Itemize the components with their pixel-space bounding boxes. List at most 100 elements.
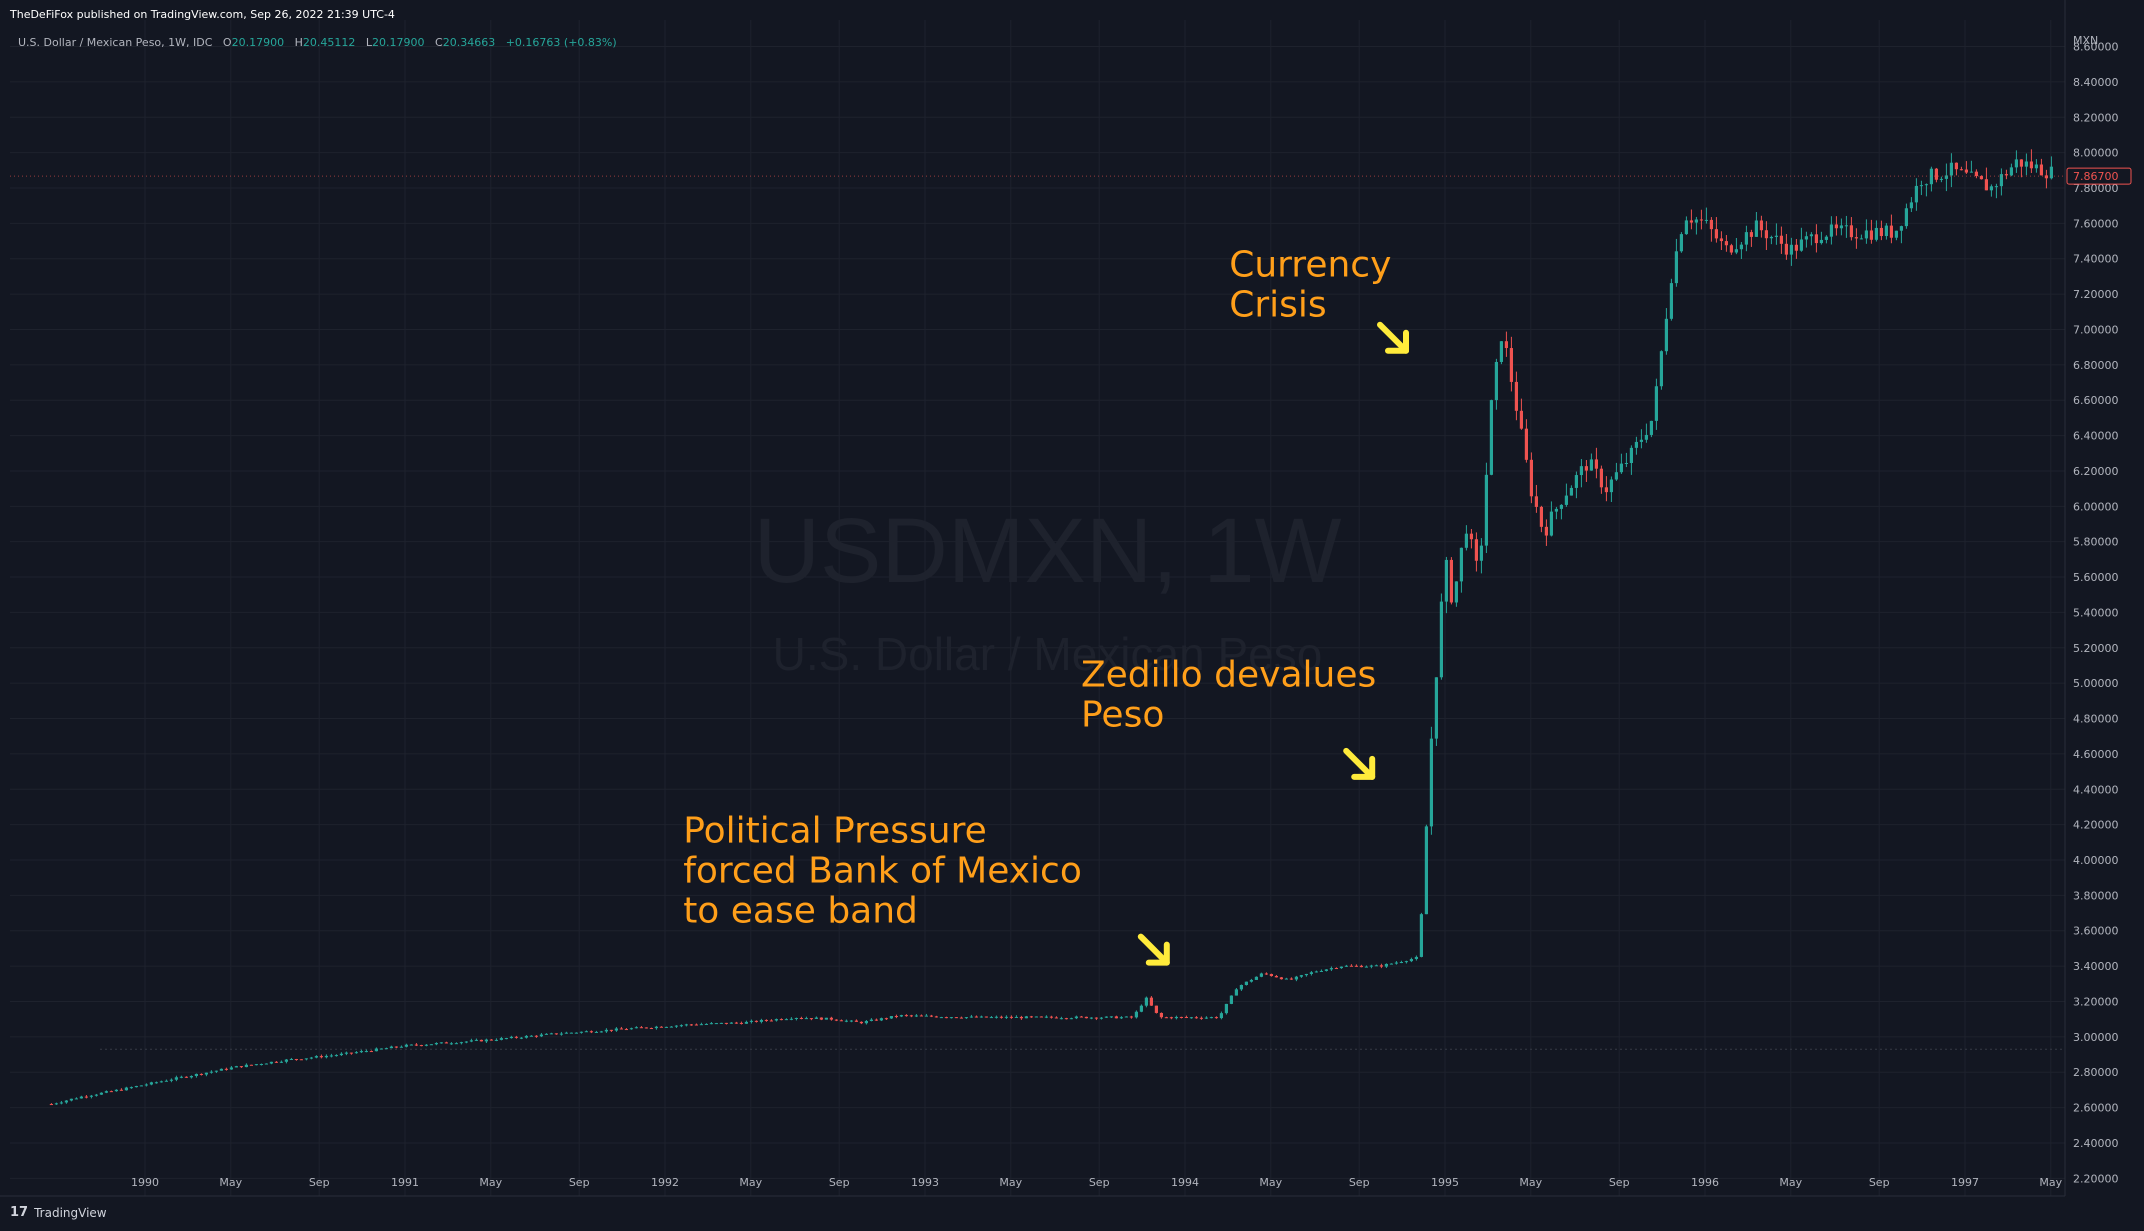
candle-body: [544, 1033, 548, 1035]
candle-body: [144, 1084, 148, 1086]
candle-body: [664, 1026, 668, 1028]
candle-body: [1774, 235, 1778, 237]
candle-body: [1419, 914, 1423, 957]
candle-body: [1784, 243, 1788, 255]
candle-body: [1454, 581, 1458, 603]
candle-body: [1229, 995, 1233, 1004]
candle-body: [1949, 162, 1953, 176]
candle-body: [1744, 232, 1748, 245]
time-tick-label: 1995: [1431, 1176, 1459, 1189]
candle-body: [1814, 234, 1818, 244]
candle-body: [1629, 447, 1633, 464]
arrow-head-icon: [1351, 755, 1376, 780]
candle-body: [189, 1076, 193, 1078]
candle-body: [609, 1029, 613, 1031]
candle-body: [1674, 251, 1678, 284]
time-tick-label: Sep: [1609, 1176, 1630, 1189]
price-tick-label: 6.60000: [2073, 394, 2119, 407]
price-tick-label: 4.40000: [2073, 783, 2119, 796]
candle-body: [1324, 969, 1328, 971]
candle-body: [1029, 1016, 1033, 1018]
candle-body: [2034, 164, 2038, 169]
candle-body: [754, 1020, 758, 1022]
candle-body: [94, 1094, 98, 1096]
candle-body: [1779, 235, 1783, 244]
candle-body: [759, 1019, 763, 1022]
candle-body: [489, 1039, 493, 1041]
candle-body: [654, 1026, 658, 1029]
candle-body: [344, 1052, 348, 1054]
candle-body: [829, 1017, 833, 1020]
candle-body: [2004, 174, 2008, 176]
annotation-text: forced Bank of Mexico: [683, 850, 1082, 891]
candle-body: [1554, 508, 1558, 512]
candle-body: [1204, 1017, 1208, 1019]
price-tick-label: 5.60000: [2073, 571, 2119, 584]
candle-body: [904, 1015, 908, 1017]
candle-body: [1334, 968, 1338, 970]
candle-body: [1874, 227, 1878, 240]
candle-body: [459, 1042, 463, 1044]
candle-body: [889, 1016, 893, 1019]
candle-body: [1749, 232, 1753, 237]
candle-body: [139, 1085, 143, 1087]
candle-body: [1189, 1017, 1193, 1019]
price-axis-bg[interactable]: [2065, 0, 2144, 1196]
candle-body: [884, 1018, 888, 1020]
candle-body: [604, 1029, 608, 1032]
candle-body: [589, 1031, 593, 1033]
legend-open: 20.17900: [231, 36, 285, 49]
candle-body: [709, 1023, 713, 1025]
candle-body: [1479, 545, 1483, 561]
candle-body: [1654, 386, 1658, 421]
candle-body: [874, 1019, 878, 1021]
annotation-text: Currency: [1229, 244, 1391, 285]
candle-body: [1114, 1016, 1118, 1019]
candle-body: [409, 1044, 413, 1046]
candle-body: [1219, 1013, 1223, 1019]
candle-body: [704, 1023, 708, 1025]
candle-body: [1639, 439, 1643, 442]
candle-body: [1709, 219, 1713, 230]
candle-body: [1399, 962, 1403, 964]
candle-body: [699, 1024, 703, 1026]
price-tick-label: 3.60000: [2073, 925, 2119, 938]
price-tick-label: 6.20000: [2073, 465, 2119, 478]
candle-body: [484, 1039, 488, 1042]
price-tick-label: 7.00000: [2073, 323, 2119, 336]
candle-body: [1689, 220, 1693, 223]
candle-body: [1019, 1016, 1023, 1019]
candle-body: [1499, 341, 1503, 362]
candle-body: [464, 1041, 468, 1043]
candle-body: [1234, 989, 1238, 996]
candle-body: [1474, 539, 1478, 561]
candle-body: [1329, 968, 1333, 970]
footer[interactable]: 17 TradingView: [10, 1205, 107, 1220]
candle-body: [234, 1066, 238, 1068]
time-tick-label: 1996: [1691, 1176, 1719, 1189]
candle-body: [1104, 1016, 1108, 1018]
candle-body: [2024, 161, 2028, 167]
candle-body: [1494, 361, 1498, 401]
symbol-legend: U.S. Dollar / Mexican Peso, 1W, IDC O20.…: [18, 36, 617, 49]
candle-body: [1984, 179, 1988, 191]
candle-body: [379, 1048, 383, 1050]
candle-body: [984, 1016, 988, 1018]
candle-body: [619, 1028, 623, 1030]
candle-body: [1179, 1016, 1183, 1018]
candle-body: [1534, 496, 1538, 507]
candle-body: [1959, 169, 1963, 171]
candle-body: [959, 1017, 963, 1019]
candle-body: [869, 1019, 873, 1021]
candle-body: [434, 1043, 438, 1045]
candle-body: [349, 1052, 353, 1054]
candle-body: [1164, 1017, 1168, 1019]
candle-body: [1414, 956, 1418, 960]
candle-body: [519, 1037, 523, 1039]
last-price-marker: 7.86700: [10, 167, 2132, 185]
candle-body: [1739, 244, 1743, 250]
candle-body: [249, 1064, 253, 1066]
candle-body: [289, 1059, 293, 1061]
candle-body: [474, 1039, 478, 1041]
